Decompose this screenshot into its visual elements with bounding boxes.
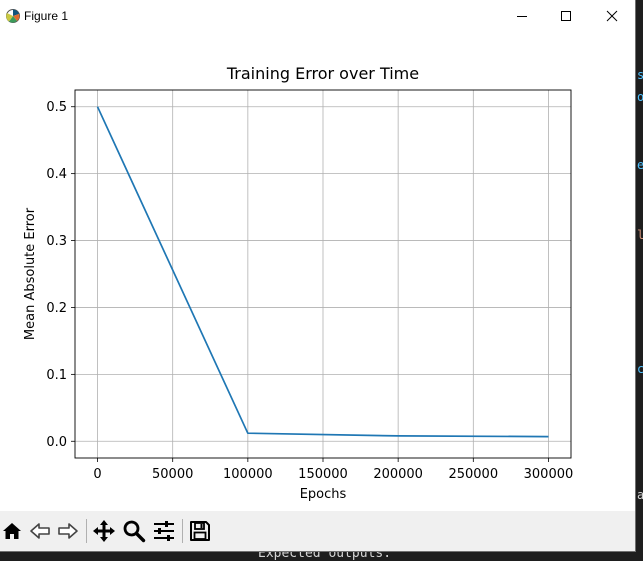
maximize-icon — [561, 11, 571, 21]
save-button[interactable] — [188, 519, 212, 543]
back-button[interactable] — [28, 519, 52, 543]
x-tick-label: 100000 — [223, 467, 273, 482]
title-bar[interactable]: Figure 1 — [0, 0, 635, 32]
x-axis-label: Epochs — [300, 487, 347, 502]
navigation-toolbar — [0, 511, 635, 551]
series-line — [96, 106, 549, 438]
minimize-icon — [517, 16, 527, 17]
forward-button[interactable] — [56, 519, 80, 543]
bg-fragment: ce — [637, 362, 643, 376]
configure-subplots-button[interactable] — [152, 519, 176, 543]
back-arrow-icon — [30, 523, 50, 539]
figure-window: Figure 1 0 50000 100000 150000 200000 250000 3… — [0, 0, 636, 552]
bg-fragment: e — [637, 158, 643, 172]
close-icon — [606, 10, 618, 22]
bg-fragment: al — [637, 488, 643, 502]
magnifier-icon — [123, 520, 146, 543]
x-tick-label: 250000 — [448, 467, 498, 482]
home-icon — [3, 523, 21, 539]
axis-ticks: 0 50000 100000 150000 200000 250000 300000 0.0 0… — [46, 100, 573, 482]
matplotlib-icon — [4, 7, 22, 25]
floppy-icon — [190, 521, 210, 541]
chart-title: Training Error over Time — [226, 64, 419, 83]
y-tick-label: 0.1 — [46, 368, 67, 383]
maximize-button[interactable] — [543, 0, 589, 32]
x-tick-label: 0 — [93, 467, 101, 482]
bg-fragment: l — [637, 228, 643, 242]
sliders-icon — [154, 521, 174, 541]
bg-fragment: ou — [637, 90, 643, 104]
minimize-button[interactable] — [499, 0, 545, 32]
window-title: Figure 1 — [24, 9, 69, 23]
pan-button[interactable] — [92, 519, 116, 543]
y-tick-label: 0.2 — [46, 301, 67, 316]
toolbar-separator — [86, 519, 87, 543]
forward-arrow-icon — [58, 523, 78, 539]
figure-canvas[interactable]: 0 50000 100000 150000 200000 250000 300000 0.0 0… — [0, 32, 635, 510]
x-tick-label: 50000 — [152, 467, 193, 482]
move-icon — [93, 520, 115, 542]
y-tick-label: 0.5 — [46, 100, 67, 115]
series-layer — [96, 106, 549, 438]
home-button[interactable] — [0, 519, 24, 543]
y-tick-label: 0.4 — [46, 167, 67, 182]
grid-lines — [75, 90, 571, 458]
y-axis-label: Mean Absolute Error — [23, 207, 38, 340]
zoom-button[interactable] — [122, 519, 146, 543]
line-chart: 0 50000 100000 150000 200000 250000 300000 0.0 0… — [23, 64, 573, 502]
x-tick-label: 150000 — [298, 467, 348, 482]
close-button[interactable] — [589, 0, 635, 32]
x-tick-label: 200000 — [373, 467, 423, 482]
y-tick-label: 0.0 — [46, 435, 67, 450]
y-tick-label: 0.3 — [46, 234, 67, 249]
x-tick-label: 300000 — [524, 467, 574, 482]
bg-fragment: s — [637, 68, 643, 82]
toolbar-separator — [182, 519, 183, 543]
